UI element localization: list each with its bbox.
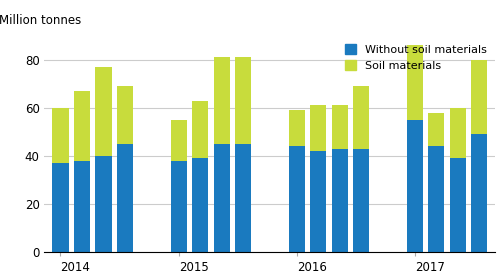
Bar	[213, 57, 229, 144]
Bar	[192, 101, 208, 158]
Bar	[428, 113, 444, 146]
Bar	[170, 120, 187, 161]
Bar	[74, 91, 90, 161]
Bar	[95, 67, 112, 156]
Bar	[353, 149, 369, 252]
Bar	[53, 108, 69, 163]
Bar	[310, 106, 326, 151]
Bar	[289, 110, 305, 146]
Bar	[117, 86, 133, 144]
Bar	[95, 156, 112, 252]
Bar	[117, 144, 133, 252]
Bar	[407, 45, 423, 120]
Bar	[353, 86, 369, 149]
Bar	[74, 161, 90, 252]
Bar	[428, 146, 444, 252]
Bar	[235, 57, 251, 144]
Bar	[471, 60, 487, 134]
Text: Million tonnes: Million tonnes	[0, 14, 82, 27]
Legend: Without soil materials, Soil materials: Without soil materials, Soil materials	[341, 41, 490, 74]
Bar	[192, 158, 208, 252]
Bar	[332, 149, 348, 252]
Bar	[213, 144, 229, 252]
Bar	[450, 108, 466, 158]
Bar	[235, 144, 251, 252]
Bar	[170, 161, 187, 252]
Bar	[450, 158, 466, 252]
Bar	[407, 120, 423, 252]
Bar	[471, 134, 487, 252]
Bar	[332, 106, 348, 149]
Bar	[53, 163, 69, 252]
Bar	[289, 146, 305, 252]
Bar	[310, 151, 326, 252]
